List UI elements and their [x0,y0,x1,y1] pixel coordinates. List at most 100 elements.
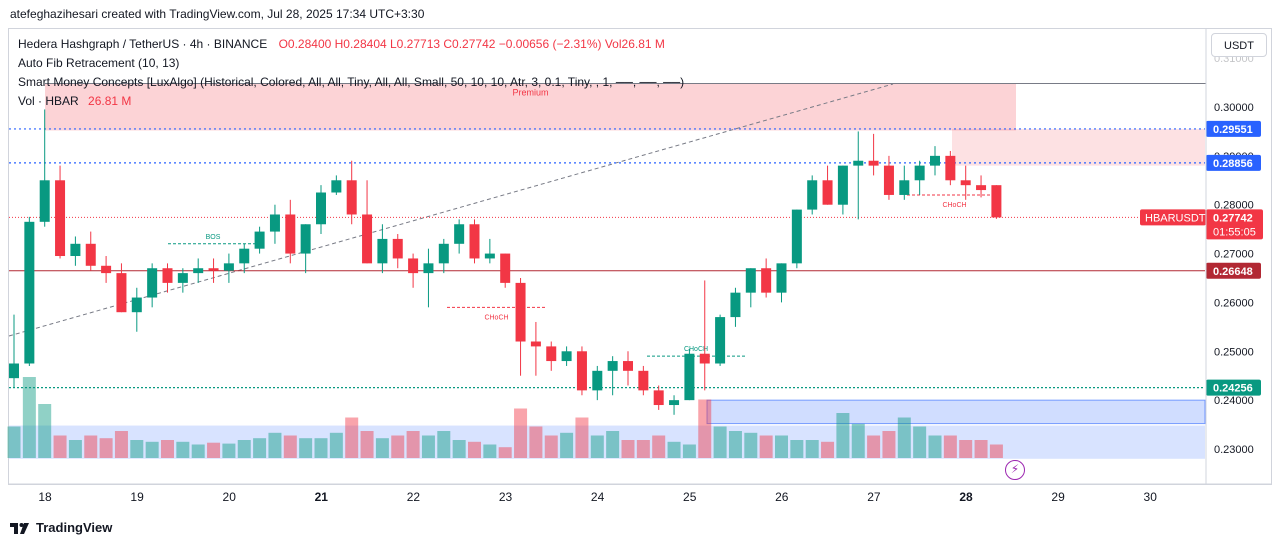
volume-bar [759,435,773,458]
candle-body[interactable] [899,180,910,195]
y-tick-label: 0.24000 [1214,395,1254,407]
zone-label: Premium [512,88,548,98]
candle-body[interactable] [669,400,680,406]
volume-bar [329,432,343,458]
volume-bar [283,435,297,458]
candle-body[interactable] [546,346,557,362]
volume-bar [775,435,788,458]
candle-body[interactable] [715,317,726,364]
candle-body[interactable] [85,243,96,266]
volume-bar [897,417,911,458]
candle-body[interactable] [945,155,956,181]
candle-body[interactable] [147,268,158,298]
candle-body[interactable] [638,370,649,391]
volume-bar [207,442,221,458]
legend-smc[interactable]: Smart Money Concepts [LuxAlgo] (Historic… [18,75,685,89]
candle-body[interactable] [930,155,940,166]
x-tick-label: 21 [315,490,329,504]
candle-body[interactable] [239,248,250,264]
candle-body[interactable] [960,180,971,186]
candle-body[interactable] [346,180,357,215]
candle-body[interactable] [177,273,188,283]
currency-button[interactable]: USDT [1211,33,1267,57]
volume-bar [529,426,543,458]
candle-body[interactable] [561,351,572,362]
candle-body[interactable] [131,297,142,313]
candle-body[interactable] [807,180,818,210]
candle-body[interactable] [699,353,710,364]
legend-symbol: Hedera Hashgraph / TetherUS · 4h · BINAN… [18,37,268,51]
candle-body[interactable] [914,165,925,181]
volume-bar [636,440,650,458]
structure-label: CHoCH [684,346,708,353]
candle-body[interactable] [761,268,772,293]
candle-body[interactable] [438,243,449,264]
candle-body[interactable] [576,351,587,391]
candle-body[interactable] [39,180,50,222]
lightning-icon[interactable]: ⚡ [1005,460,1025,480]
candle-body[interactable] [837,165,848,205]
price-level-badge-text: 0.28856 [1213,158,1253,170]
candle-body[interactable] [331,180,342,193]
y-tick-label: 0.23000 [1214,444,1254,456]
candle-body[interactable] [454,224,465,244]
structure-label: CHoCH [484,314,508,321]
candle-body[interactable] [269,214,280,232]
candle-body[interactable] [623,361,633,371]
candle-body[interactable] [822,180,833,205]
candle-body[interactable] [853,160,864,166]
candle-body[interactable] [530,341,541,347]
volume-bar [621,440,635,458]
candle-body[interactable] [408,258,419,274]
candle-body[interactable] [592,370,603,391]
candle-body[interactable] [362,214,373,264]
candle-body[interactable] [791,209,802,264]
candle-body[interactable] [9,363,19,379]
candle-body[interactable] [392,238,403,259]
candle-body[interactable] [500,253,511,283]
candle-body[interactable] [208,268,219,271]
volume-bar [974,440,988,458]
candle-body[interactable] [55,180,66,257]
candle-body[interactable] [684,353,695,401]
candle-body[interactable] [515,282,526,342]
candle-body[interactable] [991,185,1002,218]
candle-body[interactable] [70,243,81,257]
candle-body[interactable] [101,265,112,274]
candle-body[interactable] [976,185,987,191]
candle-body[interactable] [24,221,35,364]
candle-body[interactable] [653,390,664,406]
candle-body[interactable] [316,192,326,225]
candle-body[interactable] [883,165,894,195]
candle-body[interactable] [745,268,756,293]
candle-body[interactable] [300,224,311,254]
volume-bar [53,435,67,458]
candle-body[interactable] [223,263,234,271]
last-price-badge [1206,209,1263,240]
legend-vol-label[interactable]: Vol · HBAR [18,94,79,108]
volume-bar [391,435,405,458]
candle-body[interactable] [285,214,296,254]
candle-body[interactable] [868,160,879,166]
volume-bar [161,440,174,458]
legend-fib[interactable]: Auto Fib Retracement (10, 13) [18,56,180,70]
candle-body[interactable] [193,268,204,274]
candle-body[interactable] [162,268,173,283]
x-tick-label: 22 [407,490,421,504]
candle-body[interactable] [607,361,618,371]
candle-body[interactable] [116,273,127,313]
volume-bar [375,438,389,458]
candle-body[interactable] [423,263,434,274]
candle-body[interactable] [484,253,495,259]
volume-bar [253,438,267,458]
volume-bar [728,431,742,458]
candle-body[interactable] [730,292,741,318]
candle-body[interactable] [254,231,265,249]
candle-body[interactable] [776,263,787,293]
volume-bar [943,435,957,458]
candle-body[interactable] [469,224,480,259]
candle-body[interactable] [377,238,388,264]
volume-bar [882,431,896,458]
volume-bar [989,444,1003,458]
